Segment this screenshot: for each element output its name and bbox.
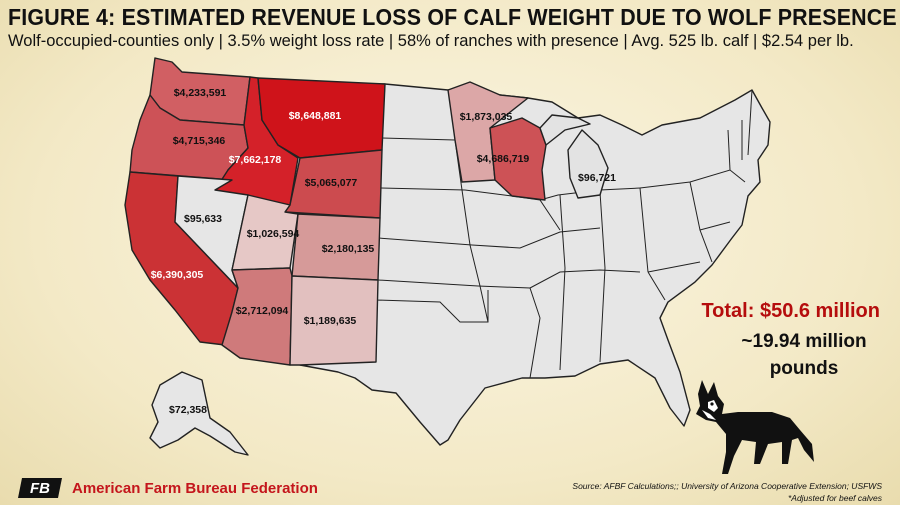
label-washington: $4,233,591 [174,87,227,99]
label-arizona: $2,712,094 [236,305,289,317]
state-michigan[interactable] [567,129,609,199]
source-note: Source: AFBF Calculations;; University o… [572,480,882,504]
continental-us-base [267,83,771,446]
source-line: Source: AFBF Calculations;; University o… [572,481,882,491]
label-california: $6,390,305 [151,269,204,281]
afbf-logo-icon: FB [18,478,62,498]
label-new-mexico: $1,189,635 [304,315,357,327]
label-colorado: $2,180,135 [322,243,375,255]
footnote: *Adjusted for beef calves [787,493,882,503]
wolf-icon [696,380,814,474]
pounds-line-2: pounds [769,358,839,379]
label-montana: $8,648,881 [289,110,342,122]
label-nevada: $95,633 [184,213,222,225]
label-idaho: $7,662,178 [229,154,282,166]
figure-subtitle: Wolf-occupied-counties only | 3.5% weigh… [8,32,854,50]
organization-brand: FB American Farm Bureau Federation [18,478,318,498]
state-michigan-upper[interactable] [539,114,591,146]
state-arizona[interactable] [221,267,293,366]
label-oregon: $4,715,346 [173,135,226,147]
total-pounds: ~19.94 million pounds [724,328,884,382]
state-new-mexico[interactable] [289,275,379,366]
state-wisconsin[interactable] [489,117,547,201]
state-value-labels: $4,233,591 $4,715,346 $7,662,178 $8,648,… [151,87,616,416]
label-minnesota: $1,873,035 [460,111,513,123]
organization-name: American Farm Bureau Federation [72,479,318,497]
label-wisconsin: $4,686,719 [477,153,530,165]
label-michigan: $96,721 [578,172,616,184]
total-estimate: Total: $50.6 million [701,300,880,322]
figure-title: FIGURE 4: ESTIMATED REVENUE LOSS OF CALF… [8,4,897,30]
label-wyoming: $5,065,077 [305,177,358,189]
state-alaska[interactable] [149,371,249,456]
pounds-line-1: ~19.94 million [741,331,867,352]
logo-mark: FB [30,480,50,497]
label-alaska: $72,358 [169,404,207,416]
label-utah: $1,026,594 [247,228,300,240]
